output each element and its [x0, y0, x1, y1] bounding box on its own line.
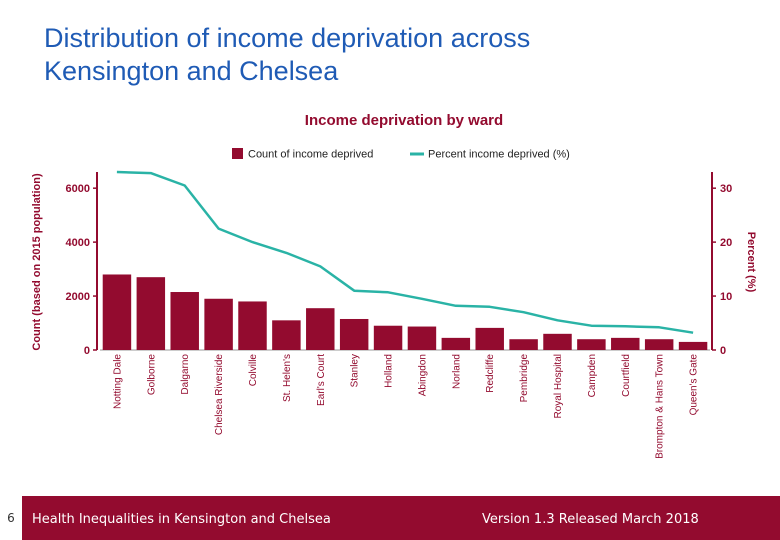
chart-axes: 0 2000 4000 6000 0 10 20 30	[66, 172, 732, 357]
y-right-tick-label: 20	[720, 237, 732, 249]
x-tick-label: Chelsea Riverside	[214, 354, 225, 436]
bar	[136, 277, 166, 350]
x-tick-label: Brompton & Hans Town	[655, 354, 666, 459]
legend-bar-swatch	[232, 148, 243, 159]
x-tick-label: Norland	[451, 354, 462, 389]
bar	[102, 274, 132, 350]
x-tick-label: Earl's Court	[316, 354, 327, 406]
bar	[644, 339, 674, 350]
x-tick-label: Pembridge	[519, 354, 530, 403]
line-series	[116, 170, 694, 334]
x-tick-label: Abingdon	[417, 354, 428, 396]
x-tick-label: Redcliffe	[485, 354, 496, 393]
slide-title: Distribution of income deprivation acros…	[44, 22, 684, 88]
bar	[611, 337, 640, 350]
y-left-tick-label: 4000	[66, 237, 90, 249]
footer-left-text: Health Inequalities in Kensington and Ch…	[32, 512, 331, 527]
slide-title-line-2: Kensington and Chelsea	[44, 56, 339, 86]
bar	[373, 325, 403, 350]
bar-series	[102, 274, 708, 350]
bar	[238, 301, 267, 350]
y-right-tick-label: 0	[720, 345, 726, 357]
bar	[407, 326, 437, 350]
footer-right-text: Version 1.3 Released March 2018	[482, 512, 699, 527]
x-tick-label: Notting Dale	[112, 354, 123, 409]
y-left-tick-label: 0	[84, 345, 90, 357]
x-tick-label: Golborne	[146, 354, 157, 396]
bar	[170, 292, 199, 350]
x-tick-label: Stanley	[350, 354, 361, 387]
x-axis-labels: Notting Dale Golborne Dalgarno Chelsea Rive…	[112, 354, 699, 459]
bar	[306, 308, 335, 350]
y-right-axis-label: Percent (%)	[745, 232, 757, 293]
bar	[272, 320, 301, 350]
x-tick-label: Holland	[384, 354, 395, 388]
y-left-tick-label: 6000	[66, 183, 90, 195]
bar	[475, 327, 504, 350]
percent-line	[116, 170, 694, 334]
footer-bar	[0, 496, 780, 540]
x-tick-label: Royal Hospital	[553, 354, 564, 418]
x-tick-label: Queen's Gate	[689, 354, 700, 416]
bar	[339, 318, 369, 350]
x-tick-label: St. Helen's	[282, 354, 293, 402]
x-tick-label: Courtfield	[621, 354, 632, 397]
y-left-axis-label: Count (based on 2015 population)	[31, 173, 43, 351]
bar	[441, 337, 471, 350]
legend-line-label: Percent income deprived (%)	[428, 149, 570, 161]
y-right-tick-label: 10	[720, 291, 732, 303]
x-tick-label: Campden	[587, 354, 598, 397]
y-right-tick-label: 30	[720, 183, 732, 195]
bar	[509, 339, 538, 350]
slide-title-line-1: Distribution of income deprivation acros…	[44, 23, 531, 53]
income-deprivation-chart: Income deprivation by ward Count of inco…	[31, 112, 757, 459]
x-tick-label: Colville	[248, 354, 259, 387]
bar	[577, 339, 606, 350]
x-tick-label: Dalgarno	[180, 354, 191, 395]
page-number: 6	[0, 496, 22, 540]
bar	[543, 333, 572, 350]
y-left-tick-label: 2000	[66, 291, 90, 303]
chart-title: Income deprivation by ward	[305, 112, 503, 129]
bar	[204, 298, 233, 350]
bar	[678, 341, 708, 350]
legend-bar-label: Count of income deprived	[248, 149, 373, 161]
